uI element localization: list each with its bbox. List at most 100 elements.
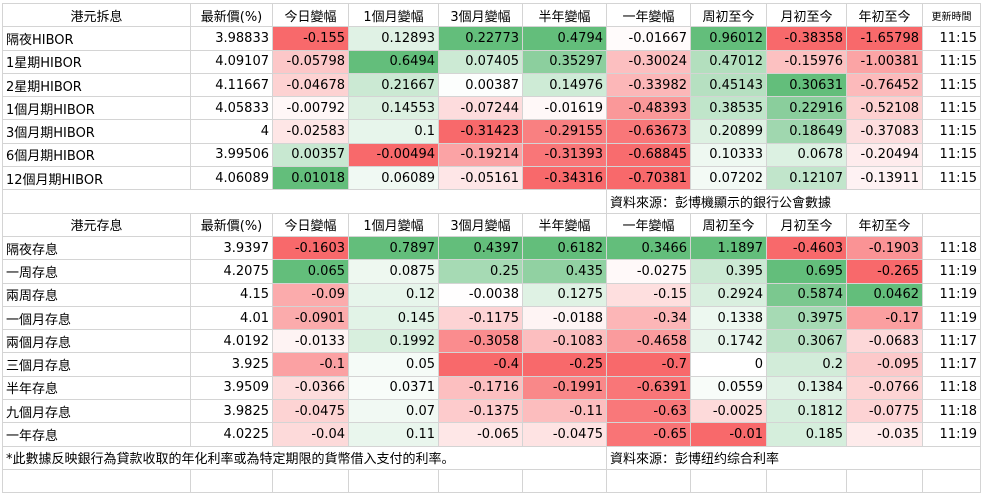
row-name: 一周存息 [2,259,191,284]
value-cell: -0.0038 [438,282,523,307]
data-row: 12個月期HIBOR 4.06089 0.01018 0.06089 -0.05161-… [2,166,981,191]
update-time: 11:18 [922,399,981,424]
value-cell: -0.1 [272,352,349,377]
value-cell: 4.2075 [190,259,273,284]
update-time: 11:15 [922,72,981,98]
value-cell: 3.925 [190,352,273,377]
source-row: 資料來源：彭博機顯示的銀行公會數據 [2,189,981,214]
value-cell: 0.38535 [690,96,767,121]
header-row: 港元存息 最新價(%) 今日變幅 1個月變幅 3個月變幅 半年變幅 一年變幅 周初至今 月初至今… [2,212,981,237]
value-cell: 0.47012 [690,49,767,74]
value-cell: 3.9825 [190,399,273,424]
value-cell: 0.0462 [846,282,923,307]
value-cell: 0.1384 [766,375,847,401]
header-cell: 一年變幅 [606,2,691,28]
value-cell: -0.63673 [606,119,691,144]
value-cell: 0.2924 [690,282,767,307]
value-cell: -0.70381 [606,166,691,191]
value-cell: 0.01018 [272,166,349,191]
row-name: 3個月期HIBOR [2,119,191,144]
value-cell: -0.155 [272,26,349,51]
value-cell: -0.1603 [272,235,349,261]
header-cell: 月初至今 [766,2,847,28]
header-cell: 港元拆息 [2,2,191,28]
value-cell: 0.065 [272,259,349,284]
value-cell: -0.15 [606,282,691,307]
row-name: 三個月存息 [2,352,191,377]
value-cell: -0.0683 [846,329,923,354]
value-cell: 0.14976 [522,72,607,98]
value-cell: -0.265 [846,259,923,284]
header-cell: 月初至今 [766,212,847,237]
value-cell: -0.68845 [606,142,691,168]
header-cell: 今日變幅 [272,2,349,28]
data-row: 2星期HIBOR 4.11667 -0.04678 0.21667 0.00387 0.1… [2,72,981,98]
value-cell: 0.12 [348,282,439,307]
value-cell: -0.09 [272,282,349,307]
value-cell: 4.09107 [190,49,273,74]
value-cell: -0.7 [606,352,691,377]
update-time: 11:19 [922,305,981,331]
value-cell: 0.00357 [272,142,349,168]
value-cell: 0.06089 [348,166,439,191]
update-time: 11:19 [922,259,981,284]
data-row: 3個月期HIBOR 4 -0.02583 0.1 -0.31423 -0.29155 -0.… [2,119,981,144]
rate-table: 港元拆息 最新價(%) 今日變幅 1個月變幅 3個月變幅 半年變幅 一年變幅 周初至今 月初至今… [2,2,981,494]
value-cell: 0.07 [348,399,439,424]
header-cell: 今日變幅 [272,212,349,237]
empty-cell [2,189,607,214]
empty-cell [438,468,523,494]
row-name: 1星期HIBOR [2,49,191,74]
header-row: 港元拆息 最新價(%) 今日變幅 1個月變幅 3個月變幅 半年變幅 一年變幅 周初至今 月初至今… [2,2,981,28]
value-cell: 0.3466 [606,235,691,261]
value-cell: 0.12893 [348,26,439,51]
value-cell: -0.0025 [690,399,767,424]
data-row: 隔夜存息 3.9397 -0.1603 0.7897 0.4397 0.6182 0.346… [2,235,981,261]
row-name: 6個月期HIBOR [2,142,191,168]
value-cell: 4.0225 [190,422,273,447]
value-cell: -0.01667 [606,26,691,51]
update-time: 11:15 [922,119,981,144]
value-cell: -0.01619 [522,96,607,121]
header-cell: 3個月變幅 [438,212,523,237]
value-cell: -0.0475 [522,422,607,447]
value-cell: -0.0275 [606,259,691,284]
value-cell: 4.01 [190,305,273,331]
value-cell: 0.395 [690,259,767,284]
row-name: 兩周存息 [2,282,191,307]
value-cell: -0.0188 [522,305,607,331]
data-row: 九個月存息 3.9825 -0.0475 0.07 -0.1375 -0.11 -0.63-… [2,399,981,424]
row-name: 2星期HIBOR [2,72,191,98]
value-cell: 3.99506 [190,142,273,168]
data-row: 1個月期HIBOR 4.05833 -0.00792 0.14553 -0.07244-… [2,96,981,121]
value-cell: 0.7897 [348,235,439,261]
value-cell: -0.33982 [606,72,691,98]
header-cell: 更新時間 [922,2,981,28]
value-cell: -0.1903 [846,235,923,261]
value-cell: 0.6494 [348,49,439,74]
value-cell: -0.20494 [846,142,923,168]
value-cell: -0.15976 [766,49,847,74]
value-cell: -0.30024 [606,49,691,74]
header-cell: 年初至今 [846,2,923,28]
value-cell: -0.0766 [846,375,923,401]
value-cell: 0.5874 [766,282,847,307]
footnote: *此數據反映銀行為貸款收取的年化利率或為特定期限的貨幣借入支付的利率。 [2,445,607,470]
value-cell: -0.65 [606,422,691,447]
value-cell: 0.18649 [766,119,847,144]
value-cell: 0.07202 [690,166,767,191]
empty-cell [2,468,191,494]
row-name: 一年存息 [2,422,191,447]
value-cell: -1.65798 [846,26,923,51]
value-cell: 4.15 [190,282,273,307]
value-cell: -0.25 [522,352,607,377]
value-cell: 0.435 [522,259,607,284]
value-cell: 0.185 [766,422,847,447]
data-row: 兩個月存息 4.0192 -0.0133 0.1992 -0.3058 -0.1083 -0… [2,329,981,354]
header-cell: 年初至今 [846,212,923,237]
update-time: 11:15 [922,49,981,74]
value-cell: 3.98833 [190,26,273,51]
value-cell: -0.4603 [766,235,847,261]
data-row: 一個月存息 4.01 -0.0901 0.145 -0.1175 -0.0188 -0.34… [2,305,981,331]
